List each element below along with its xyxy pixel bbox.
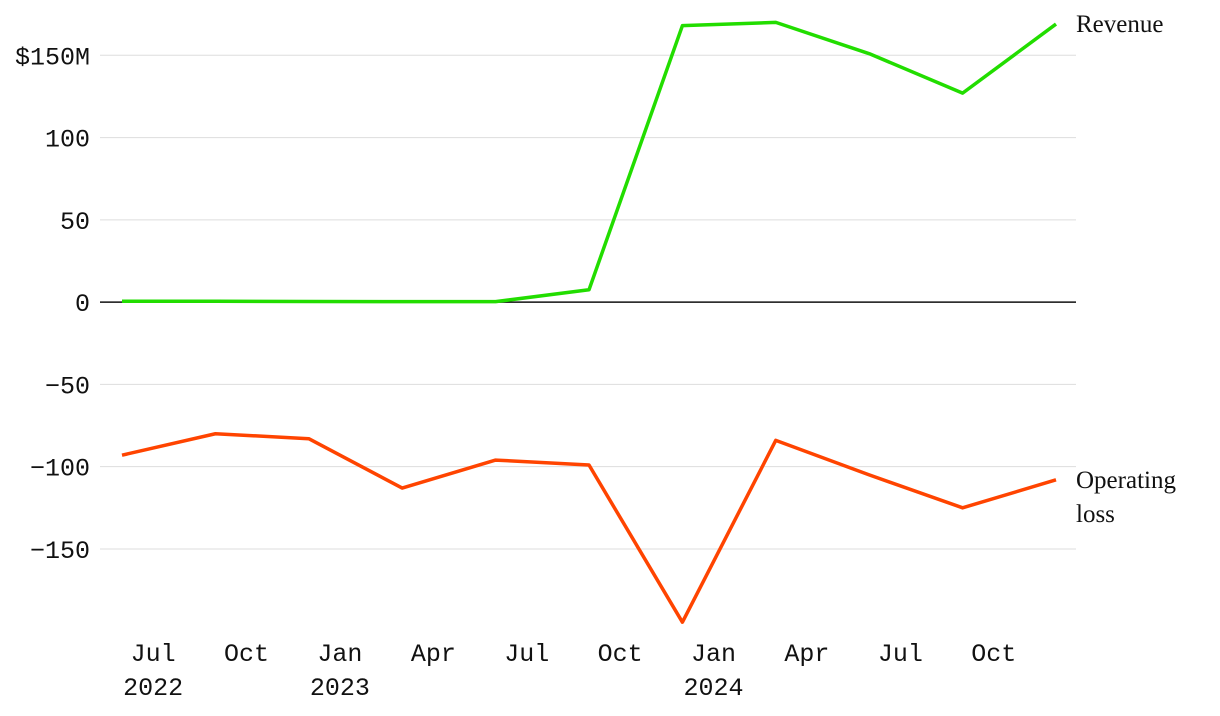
y-tick-label: 0 bbox=[75, 290, 90, 319]
x-tick-label: Jul bbox=[878, 640, 923, 669]
x-tick-label: Oct bbox=[971, 640, 1016, 669]
x-tick-label: Apr bbox=[411, 640, 456, 669]
x-tick-label: Jan bbox=[317, 640, 362, 669]
y-tick-label: −100 bbox=[30, 455, 90, 484]
x-tick-label: Oct bbox=[598, 640, 643, 669]
y-tick-label: −50 bbox=[45, 372, 90, 401]
x-tick-year: 2024 bbox=[684, 674, 744, 703]
y-tick-label: −150 bbox=[30, 537, 90, 566]
x-tick-label: Jul bbox=[131, 640, 176, 669]
x-tick-label: Oct bbox=[224, 640, 269, 669]
series-line bbox=[121, 432, 1057, 624]
x-tick-label: Apr bbox=[784, 640, 829, 669]
series-line bbox=[122, 20, 1058, 304]
x-tick-label: Jan bbox=[691, 640, 736, 669]
x-tick-label: Jul bbox=[504, 640, 549, 669]
y-tick-label: 50 bbox=[60, 208, 90, 237]
y-tick-label: 100 bbox=[45, 126, 90, 155]
series-label: Revenue bbox=[1076, 11, 1164, 39]
series-label: Operating loss bbox=[1076, 466, 1176, 528]
x-tick-year: 2023 bbox=[310, 674, 370, 703]
y-tick-label: $150M bbox=[15, 43, 90, 72]
x-tick-year: 2022 bbox=[123, 674, 183, 703]
